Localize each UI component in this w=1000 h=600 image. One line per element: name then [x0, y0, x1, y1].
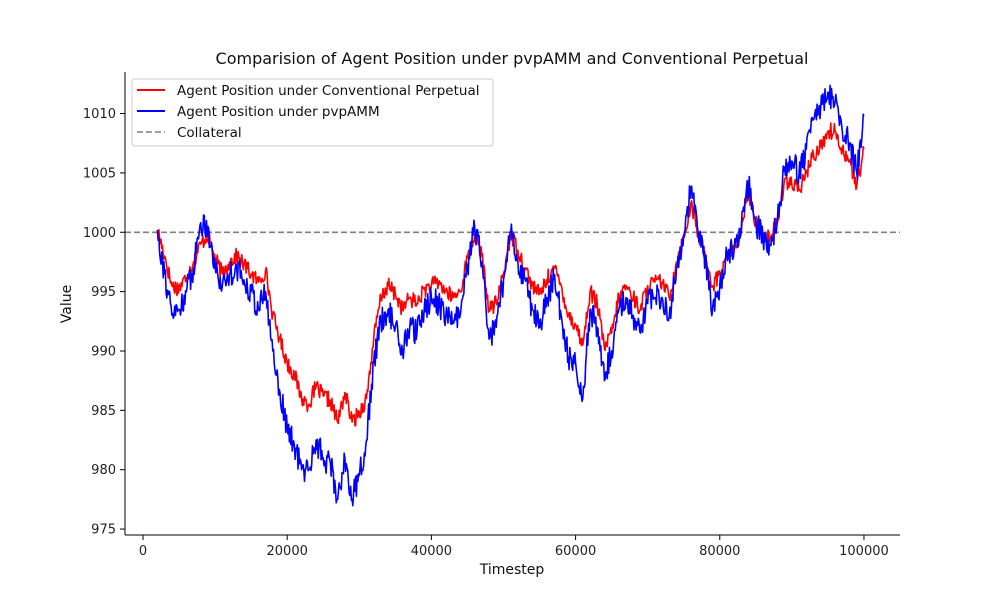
x-tick-label: 80000: [699, 544, 740, 559]
x-tick-label: 100000: [839, 544, 889, 559]
y-tick-label: 985: [91, 404, 116, 419]
x-tick-label: 40000: [411, 544, 452, 559]
legend-box: [131, 78, 494, 147]
y-axis-ticks: 975 980 985 990 995 1000 1005 1010: [83, 107, 125, 538]
legend-label-conventional: Agent Position under Conventional Perpet…: [177, 83, 479, 99]
x-tick-label: 20000: [267, 544, 308, 559]
chart-title: Comparision of Agent Position under pvpA…: [216, 49, 809, 68]
y-tick-label: 975: [91, 523, 116, 538]
x-axis-label: Timestep: [479, 562, 545, 578]
series-line-pvpamm: [156, 84, 865, 507]
x-tick-label: 0: [139, 544, 147, 559]
y-tick-label: 1010: [83, 107, 116, 122]
series-line-conventional: [156, 122, 865, 427]
y-axis-label: Value: [59, 285, 75, 323]
series-layer: [125, 84, 900, 507]
x-tick-label: 60000: [555, 544, 596, 559]
legend: Agent Position under Conventional Perpet…: [131, 78, 494, 147]
y-tick-label: 990: [91, 344, 116, 359]
y-tick-label: 980: [91, 463, 116, 478]
y-tick-label: 1005: [83, 166, 116, 181]
legend-label-collateral: Collateral: [177, 125, 242, 141]
x-axis-ticks: 0 20000 40000 60000 80000 100000: [139, 535, 889, 559]
legend-label-pvpamm: Agent Position under pvpAMM: [177, 104, 380, 120]
y-tick-label: 1000: [83, 226, 116, 241]
y-tick-label: 995: [91, 285, 116, 300]
